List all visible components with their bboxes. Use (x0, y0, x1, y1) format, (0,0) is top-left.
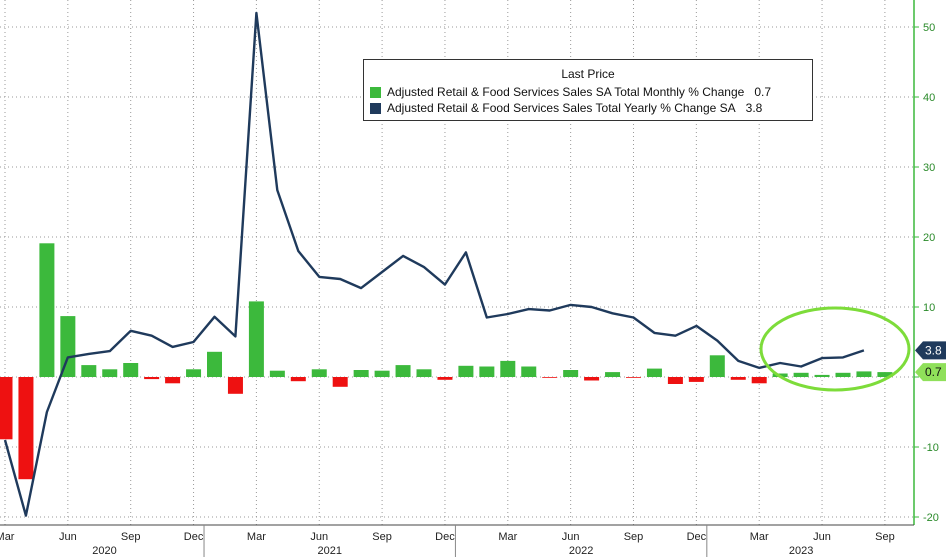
y-tick-label: 10 (923, 302, 935, 314)
last-value-markers: 3.8 0.7 (915, 341, 946, 382)
x-tick-label: Mar (498, 531, 517, 543)
x-tick-label: Sep (372, 531, 392, 543)
monthly-bar (877, 372, 893, 377)
monthly-bar (144, 377, 160, 380)
x-tick-label: Jun (59, 531, 77, 543)
x-tick-label: Jun (813, 531, 831, 543)
y-tick-label: -10 (923, 442, 939, 454)
x-tick-label: Dec (687, 531, 707, 543)
monthly-last-marker-text: 0.7 (925, 365, 942, 379)
legend-value-yearly: 3.8 (745, 101, 763, 115)
yearly-line (3, 11, 865, 517)
x-tick-label: Sep (875, 531, 895, 543)
monthly-last-marker-tag (915, 363, 946, 382)
monthly-bar (626, 377, 641, 378)
x-tick-label: Mar (0, 531, 15, 543)
highlight-circle (759, 306, 911, 392)
monthly-bar (605, 372, 621, 377)
monthly-bar (332, 377, 348, 387)
monthly-bar (18, 377, 34, 480)
monthly-bar (81, 365, 97, 377)
x-tick-label: Mar (247, 531, 266, 543)
monthly-bar (563, 370, 579, 377)
monthly-bar (584, 377, 600, 381)
monthly-bar (227, 377, 243, 394)
monthly-bar (290, 377, 306, 382)
legend-title: Last Price (561, 67, 615, 81)
monthly-bar (60, 316, 76, 377)
yearly-last-marker: 3.8 (915, 341, 946, 360)
year-label: 2023 (789, 545, 813, 557)
monthly-bar (646, 368, 662, 377)
x-tick-label: Jun (310, 531, 328, 543)
monthly-bar (311, 369, 327, 377)
y-tick-label: 30 (923, 162, 935, 174)
x-tick-label: Sep (121, 531, 141, 543)
monthly-bar (856, 371, 872, 377)
y-tick-label: 40 (923, 92, 935, 104)
monthly-bar (479, 366, 495, 377)
legend-value-monthly: 0.7 (754, 85, 771, 99)
x-axis-ticks: Mar Jun Sep Dec Mar Jun Sep Dec Mar Jun Sep Dec Mar J… (0, 525, 895, 557)
legend-swatch-yearly (370, 102, 381, 114)
legend-item-yearly: Adjusted Retail & Food Services Sales To… (370, 101, 762, 115)
legend-label-monthly: Adjusted Retail & Food Services Sales SA… (387, 85, 745, 99)
monthly-bar (667, 377, 683, 384)
monthly-bar (709, 355, 725, 377)
yearly-last-marker-tag (915, 341, 946, 360)
monthly-bar (793, 372, 809, 377)
monthly-bar (123, 363, 139, 377)
monthly-bar (521, 366, 537, 377)
x-tick-label: Dec (184, 531, 204, 543)
yearly-last-marker-text: 3.8 (925, 343, 942, 357)
monthly-bar (353, 370, 369, 377)
year-label: 2020 (92, 545, 116, 557)
monthly-bar (458, 365, 474, 377)
monthly-bar (751, 377, 767, 384)
monthly-bar (374, 370, 390, 377)
legend: Last Price Adjusted Retail & Food Servic… (363, 59, 813, 121)
y-tick-label: 50 (923, 22, 935, 34)
year-label: 2021 (317, 545, 341, 557)
monthly-bar (395, 365, 411, 377)
monthly-bar (416, 369, 432, 377)
y-tick-label: 20 (923, 232, 935, 244)
y-tick-label: -20 (923, 512, 939, 524)
monthly-bar (437, 377, 453, 380)
monthly-bar (39, 243, 55, 377)
x-tick-label: Dec (435, 531, 455, 543)
monthly-bar (165, 377, 181, 384)
x-tick-label: Sep (624, 531, 644, 543)
y-axis-ticks: -20-1001020304050 (914, 22, 939, 524)
legend-item-monthly: Adjusted Retail & Food Services Sales SA… (370, 85, 771, 99)
legend-swatch-monthly (370, 86, 381, 98)
monthly-bar (814, 374, 830, 377)
x-tick-label: Mar (750, 531, 769, 543)
monthly-bar (542, 377, 558, 378)
monthly-bar (102, 369, 118, 377)
axes (0, 0, 915, 526)
monthly-bar (248, 301, 264, 377)
monthly-bars (0, 243, 893, 480)
monthly-bar (835, 372, 851, 377)
monthly-bar (0, 377, 13, 440)
monthly-bar (207, 351, 222, 377)
monthly-bar (688, 377, 704, 382)
monthly-bar (269, 370, 285, 377)
monthly-last-marker: 0.7 (915, 363, 946, 382)
monthly-bar (730, 377, 746, 380)
monthly-bar (500, 360, 516, 377)
legend-label-yearly: Adjusted Retail & Food Services Sales To… (387, 101, 736, 115)
monthly-bar (186, 369, 202, 377)
x-tick-label: Jun (562, 531, 580, 543)
year-label: 2022 (569, 545, 593, 557)
